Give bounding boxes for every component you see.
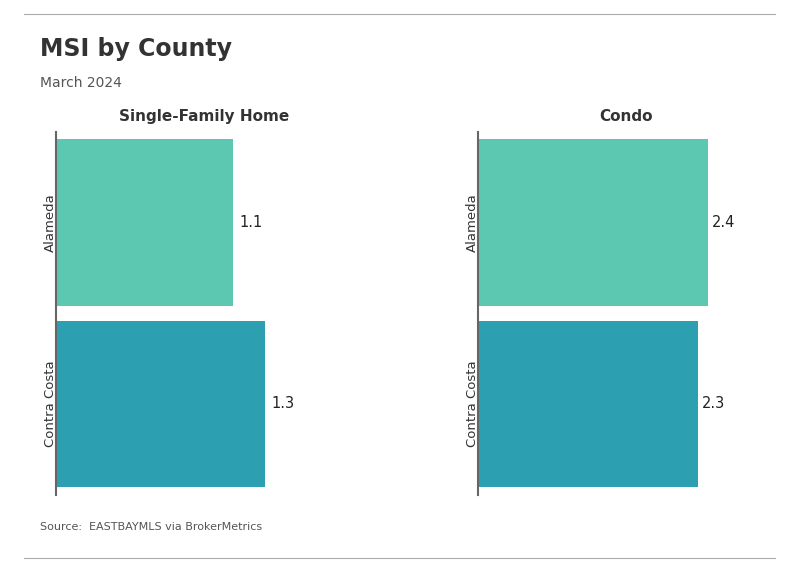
Bar [478,321,698,487]
Text: 2.3: 2.3 [702,396,725,412]
Title: Condo: Condo [600,109,654,124]
Text: 1.1: 1.1 [239,215,262,231]
Bar [478,140,708,306]
Title: Single-Family Home: Single-Family Home [119,109,289,124]
Text: MSI by County: MSI by County [40,37,232,62]
Bar [56,321,264,487]
Text: March 2024: March 2024 [40,76,121,90]
Text: 2.4: 2.4 [712,215,735,231]
Text: Source:  EASTBAYMLS via BrokerMetrics: Source: EASTBAYMLS via BrokerMetrics [40,522,262,532]
Text: 1.3: 1.3 [271,396,294,412]
Bar [56,140,233,306]
